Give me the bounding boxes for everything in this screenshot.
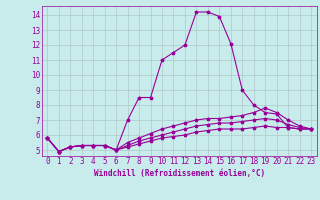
X-axis label: Windchill (Refroidissement éolien,°C): Windchill (Refroidissement éolien,°C): [94, 169, 265, 178]
